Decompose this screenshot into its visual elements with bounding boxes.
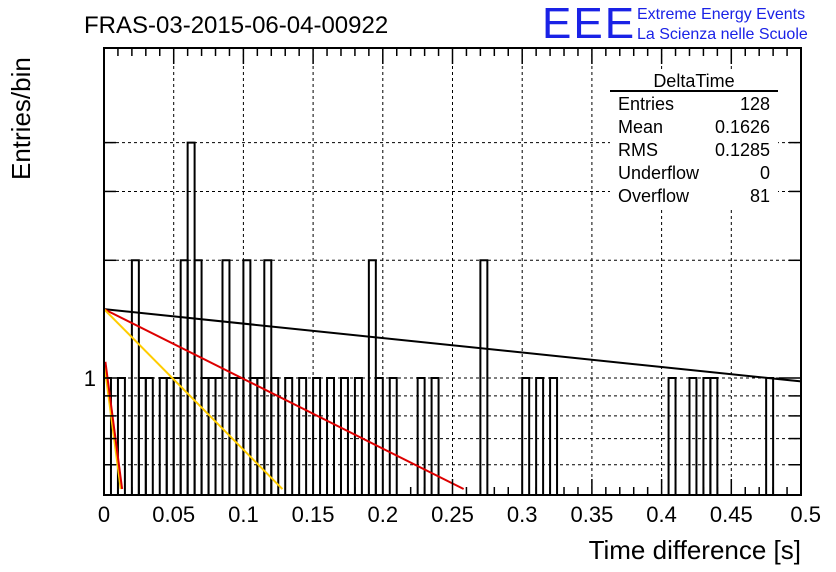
x-tick-label: 0.2 [368,502,399,527]
stats-row-overflow: Overflow 81 [618,186,770,206]
stats-row-entries: Entries 128 [618,94,770,114]
histogram-bin [709,377,719,495]
stats-box: DeltaTime Entries 128 Mean 0.1626 RMS 0.… [610,70,778,210]
histogram-bin [479,259,489,495]
logo-mark: EEE [542,0,636,48]
histogram-bin [521,377,531,495]
chart-title: FRAS-03-2015-06-04-00922 [84,12,388,39]
stats-value-entries: 128 [740,94,770,114]
fit-curves [103,308,802,490]
histogram-bin [339,377,349,495]
histogram-bars [103,141,775,495]
x-tick-label: 0.4 [646,502,677,527]
histogram-bin [374,377,384,495]
x-tick-label: 0 [98,502,110,527]
logo-line-1: Extreme Energy Events [637,6,805,23]
histogram-bin [549,377,559,495]
stats-box-title: DeltaTime [653,71,734,91]
histogram-bin [416,377,426,495]
x-tick-label: 0.25 [431,502,474,527]
fit-curve [103,308,465,490]
x-tick-label: 0.45 [710,502,753,527]
stats-label-rms: RMS [618,140,658,160]
histogram-bin [430,377,440,495]
stats-value-overflow: 81 [750,186,770,206]
histogram-bin [388,377,398,495]
stats-label-entries: Entries [618,94,674,114]
fit-curve [103,308,802,383]
histogram-bin [298,377,308,495]
y-tick-label: 1 [84,366,96,391]
axes [103,47,802,496]
x-axis-label: Time difference [s] [589,535,801,565]
x-tick-label: 0.15 [292,502,335,527]
histogram-bin [667,377,677,495]
stats-label-overflow: Overflow [618,186,690,206]
histogram-bin [312,377,322,495]
eee-logo: EEE Extreme Energy Events La Scienza nel… [542,0,808,48]
stats-value-underflow: 0 [760,163,770,183]
fit-curve [104,361,124,490]
stats-row-underflow: Underflow 0 [618,163,770,183]
stats-box-background [610,70,778,210]
histogram-bin [284,377,294,495]
x-tick-label: 0.1 [228,502,259,527]
histogram-bin [535,377,545,495]
stats-value-mean: 0.1626 [715,117,770,137]
stats-label-underflow: Underflow [618,163,700,183]
histogram-bin [688,377,698,495]
grid-lines [104,48,801,495]
histogram-bin [270,377,280,495]
fit-curve [103,308,284,490]
stats-row-rms: RMS 0.1285 [618,140,770,160]
tick-labels: 0 0.05 0.1 0.15 0.2 0.25 0.3 0.35 0.4 0.45 0.5 1 [84,366,821,527]
stats-value-rms: 0.1285 [715,140,770,160]
x-tick-label: 0.05 [152,502,195,527]
histogram-bin [353,377,363,495]
x-tick-label: 0.3 [507,502,538,527]
x-tick-label: 0.5 [790,502,821,527]
fit-curve [103,361,122,490]
y-axis-label: Entries/bin [6,57,36,180]
histogram-bin [326,377,336,495]
histogram-bin [144,377,154,495]
stats-label-mean: Mean [618,117,663,137]
stats-row-mean: Mean 0.1626 [618,117,770,137]
x-tick-label: 0.35 [570,502,613,527]
logo-line-2: La Scienza nelle Scuole [637,26,808,43]
